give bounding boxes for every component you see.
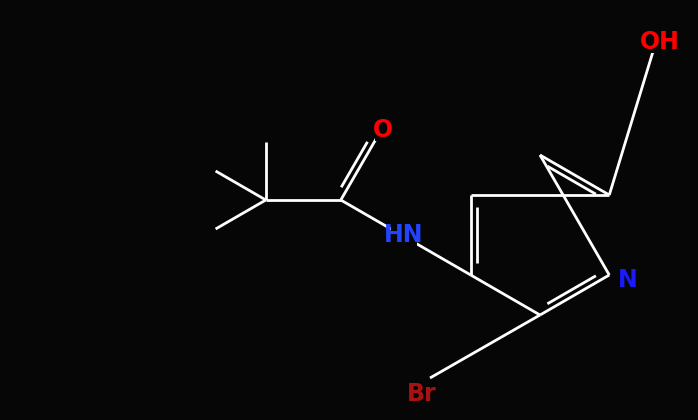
Bar: [619, 269, 635, 291]
Bar: [409, 383, 435, 405]
Bar: [391, 225, 417, 247]
Text: O: O: [373, 118, 394, 142]
Bar: [647, 31, 673, 53]
Text: N: N: [618, 268, 637, 292]
Text: OH: OH: [640, 30, 680, 54]
Text: HN: HN: [384, 223, 424, 247]
Bar: [376, 119, 392, 141]
Text: Br: Br: [407, 382, 437, 406]
